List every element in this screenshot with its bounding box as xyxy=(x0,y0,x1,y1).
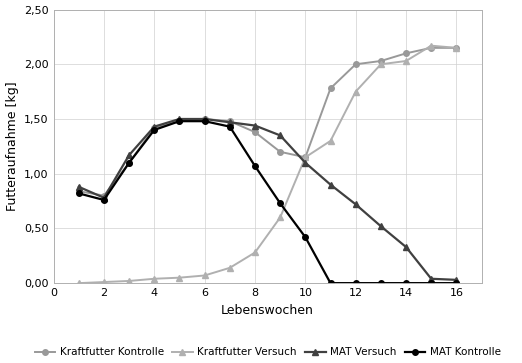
MAT Versuch xyxy=(101,196,107,200)
MAT Kontrolle xyxy=(76,191,82,196)
MAT Versuch xyxy=(201,117,208,121)
MAT Versuch xyxy=(352,202,359,207)
MAT Kontrolle xyxy=(227,125,233,129)
Kraftfutter Versuch xyxy=(378,62,384,66)
MAT Kontrolle xyxy=(176,119,183,123)
Kraftfutter Kontrolle xyxy=(352,62,359,66)
Legend: Kraftfutter Kontrolle, Kraftfutter Versuch, MAT Versuch, MAT Kontrolle: Kraftfutter Kontrolle, Kraftfutter Versu… xyxy=(30,343,505,362)
Kraftfutter Kontrolle xyxy=(403,51,409,56)
Kraftfutter Kontrolle xyxy=(101,193,107,198)
Kraftfutter Versuch xyxy=(101,280,107,284)
Kraftfutter Kontrolle xyxy=(277,150,283,154)
MAT Versuch xyxy=(428,277,434,281)
Kraftfutter Versuch xyxy=(302,155,309,159)
MAT Kontrolle xyxy=(428,281,434,285)
MAT Versuch xyxy=(327,183,334,187)
Kraftfutter Versuch xyxy=(428,44,434,48)
MAT Kontrolle xyxy=(277,201,283,205)
Kraftfutter Kontrolle xyxy=(428,46,434,50)
Kraftfutter Versuch xyxy=(227,266,233,270)
Kraftfutter Kontrolle xyxy=(126,160,132,165)
Kraftfutter Kontrolle xyxy=(227,119,233,123)
MAT Kontrolle xyxy=(327,281,334,285)
MAT Kontrolle xyxy=(352,281,359,285)
MAT Kontrolle xyxy=(126,160,132,165)
Kraftfutter Kontrolle xyxy=(378,59,384,63)
MAT Versuch xyxy=(227,120,233,125)
MAT Versuch xyxy=(76,185,82,189)
Kraftfutter Versuch xyxy=(252,250,258,255)
Kraftfutter Kontrolle xyxy=(252,130,258,134)
MAT Versuch xyxy=(176,117,183,121)
MAT Versuch xyxy=(252,123,258,128)
Kraftfutter Kontrolle xyxy=(327,86,334,90)
MAT Kontrolle xyxy=(378,281,384,285)
MAT Versuch xyxy=(378,224,384,228)
Kraftfutter Versuch xyxy=(277,215,283,220)
Line: Kraftfutter Versuch: Kraftfutter Versuch xyxy=(76,43,459,286)
Line: MAT Kontrolle: MAT Kontrolle xyxy=(76,118,459,286)
Kraftfutter Kontrolle xyxy=(176,119,183,123)
Kraftfutter Versuch xyxy=(76,281,82,285)
Line: Kraftfutter Kontrolle: Kraftfutter Kontrolle xyxy=(76,45,459,198)
Y-axis label: Futteraufnahme [kg]: Futteraufnahme [kg] xyxy=(6,82,19,211)
MAT Kontrolle xyxy=(101,198,107,202)
MAT Versuch xyxy=(151,125,158,129)
Kraftfutter Kontrolle xyxy=(453,46,459,50)
MAT Versuch xyxy=(126,153,132,157)
Kraftfutter Kontrolle xyxy=(151,126,158,130)
MAT Versuch xyxy=(302,160,309,165)
Kraftfutter Versuch xyxy=(403,59,409,63)
MAT Kontrolle xyxy=(151,128,158,132)
X-axis label: Lebenswochen: Lebenswochen xyxy=(221,303,314,317)
MAT Versuch xyxy=(403,245,409,249)
MAT Kontrolle xyxy=(252,164,258,168)
Kraftfutter Kontrolle xyxy=(201,117,208,121)
Kraftfutter Kontrolle xyxy=(76,189,82,193)
Kraftfutter Versuch xyxy=(126,279,132,283)
Kraftfutter Versuch xyxy=(327,139,334,143)
Kraftfutter Kontrolle xyxy=(302,155,309,159)
MAT Kontrolle xyxy=(201,119,208,123)
Kraftfutter Versuch xyxy=(352,89,359,94)
Kraftfutter Versuch xyxy=(176,276,183,280)
MAT Versuch xyxy=(453,278,459,282)
MAT Versuch xyxy=(277,133,283,138)
MAT Kontrolle xyxy=(403,281,409,285)
Kraftfutter Versuch xyxy=(201,273,208,278)
Kraftfutter Versuch xyxy=(151,277,158,281)
MAT Kontrolle xyxy=(302,235,309,239)
Kraftfutter Versuch xyxy=(453,46,459,50)
MAT Kontrolle xyxy=(453,281,459,285)
Line: MAT Versuch: MAT Versuch xyxy=(76,116,459,283)
